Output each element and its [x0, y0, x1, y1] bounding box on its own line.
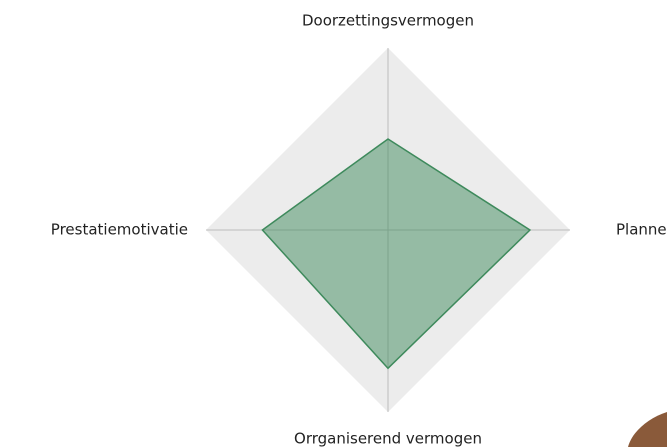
axis-label: Doorzettingsvermogen — [302, 12, 474, 30]
axis-label: Orrganiserend vermogen — [294, 430, 482, 447]
page: Doorzettingsvermogen Plannen Orrganiserend… — [0, 0, 667, 447]
chart: Doorzettingsvermogen Plannen Orrganiserend… — [0, 0, 667, 447]
axis-label: Prestatiemotivatie — [51, 221, 188, 239]
axis-label: Plannen — [616, 221, 667, 239]
avatar-fragment — [628, 412, 667, 447]
